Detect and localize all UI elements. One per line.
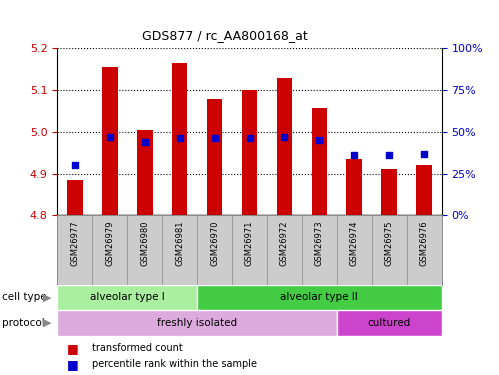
Bar	[337, 310, 442, 336]
Point	[106, 134, 114, 140]
Text: GSM26971: GSM26971	[245, 221, 254, 266]
Text: GSM26979: GSM26979	[105, 221, 114, 266]
Text: freshly isolated: freshly isolated	[157, 318, 237, 328]
Bar	[197, 285, 442, 310]
Text: ■: ■	[67, 358, 79, 371]
Point	[246, 135, 253, 141]
Text: GSM26970: GSM26970	[210, 221, 219, 266]
Bar	[311, 108, 327, 215]
Text: percentile rank within the sample: percentile rank within the sample	[92, 359, 257, 369]
Point	[350, 152, 358, 158]
Bar	[276, 78, 292, 215]
Point	[211, 135, 219, 141]
Bar	[416, 165, 432, 215]
Bar	[207, 99, 223, 215]
Bar	[346, 159, 362, 215]
Text: GSM26977: GSM26977	[70, 221, 79, 266]
Point	[280, 134, 288, 140]
Bar	[242, 90, 257, 215]
Point	[420, 150, 428, 156]
Text: GSM26974: GSM26974	[350, 221, 359, 266]
Bar	[137, 130, 153, 215]
Text: GSM26976: GSM26976	[420, 221, 429, 266]
Bar	[57, 310, 337, 336]
Text: ▶: ▶	[43, 292, 52, 302]
Text: cell type: cell type	[2, 292, 47, 302]
Bar	[172, 63, 188, 215]
Text: GDS877 / rc_AA800168_at: GDS877 / rc_AA800168_at	[142, 29, 307, 42]
Bar	[381, 170, 397, 215]
Point	[176, 135, 184, 141]
Text: GSM26972: GSM26972	[280, 221, 289, 266]
Text: cultured: cultured	[368, 318, 411, 328]
Text: GSM26981: GSM26981	[175, 221, 184, 266]
Point	[141, 139, 149, 145]
Text: GSM26975: GSM26975	[385, 221, 394, 266]
Text: ▶: ▶	[43, 318, 52, 328]
Text: GSM26973: GSM26973	[315, 221, 324, 266]
Text: protocol: protocol	[2, 318, 45, 328]
Text: alveolar type II: alveolar type II	[280, 292, 358, 302]
Text: ■: ■	[67, 342, 79, 355]
Bar	[67, 180, 83, 215]
Point	[71, 162, 79, 168]
Point	[385, 152, 393, 158]
Point	[315, 137, 323, 143]
Text: GSM26980: GSM26980	[140, 221, 149, 266]
Text: transformed count: transformed count	[92, 343, 183, 353]
Text: alveolar type I: alveolar type I	[90, 292, 165, 302]
Bar	[57, 285, 197, 310]
Bar	[102, 67, 118, 215]
